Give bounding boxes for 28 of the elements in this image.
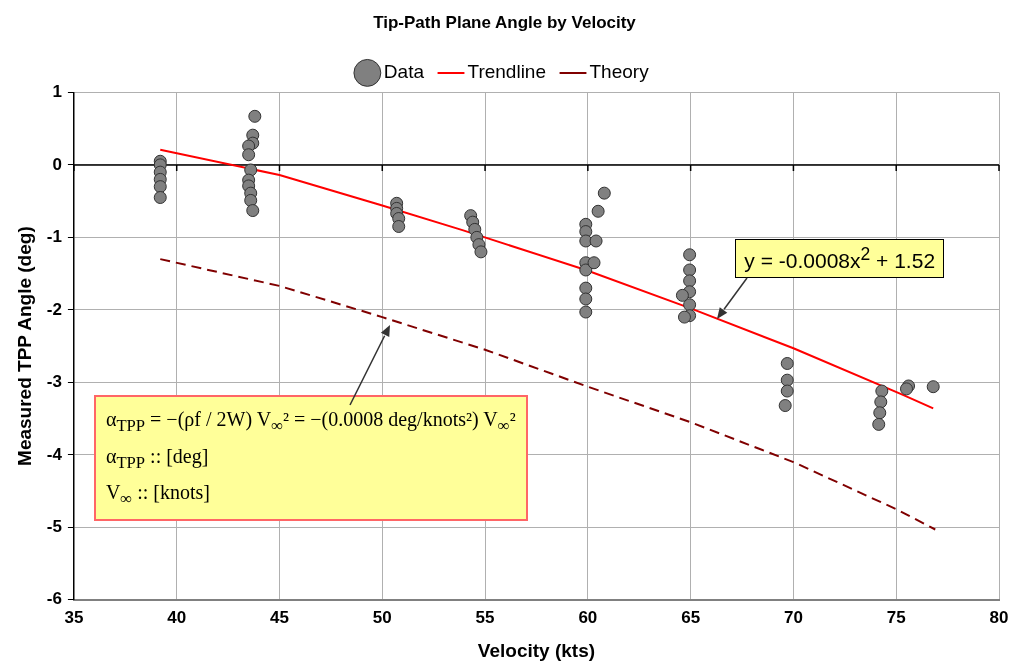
x-tick-label: 80: [989, 607, 1009, 627]
annotation: y = -0.0008x$^{2}$ + 1.52: [744, 243, 936, 273]
legend-label: Theory: [589, 61, 650, 83]
x-tick-label: 50: [372, 607, 392, 627]
legend-label: Data: [383, 61, 425, 83]
annotation: V$_{∞}$ :: [knots]: [105, 480, 211, 511]
y-tick-label: 1: [52, 82, 62, 102]
x-tick-label: 60: [578, 607, 598, 627]
x-tick-label: 75: [886, 607, 906, 627]
y-axis-title: Measured TPP Angle (deg): [13, 226, 35, 466]
chart-title: Tip-Path Plane Angle by Velocity: [373, 12, 637, 32]
x-tick-label: 55: [475, 607, 495, 627]
x-axis-title: Velocity (kts): [477, 639, 596, 661]
x-tick-label: 70: [783, 607, 803, 627]
y-tick-label: -6: [46, 589, 62, 609]
y-tick-label: -1: [46, 227, 62, 247]
x-tick-label: 35: [64, 607, 84, 627]
x-tick-label: 65: [681, 607, 701, 627]
x-tick-label: 45: [270, 607, 289, 627]
y-tick-label: -2: [46, 299, 62, 319]
y-tick-label: -3: [46, 372, 62, 392]
y-tick-label: -4: [46, 444, 63, 464]
x-tick-label: 40: [167, 607, 187, 627]
legend-label: Trendline: [467, 61, 547, 83]
annotation: α$_{TPP}$ :: [deg]: [105, 443, 210, 474]
y-tick-label: 0: [52, 154, 62, 174]
y-tick-label: -5: [46, 517, 62, 536]
annotation: α$_{TPP}$ = −(ρf / 2W) V$_{∞}$² = −(0.0008 deg/knots²) V$_{∞}$²: [105, 407, 516, 438]
